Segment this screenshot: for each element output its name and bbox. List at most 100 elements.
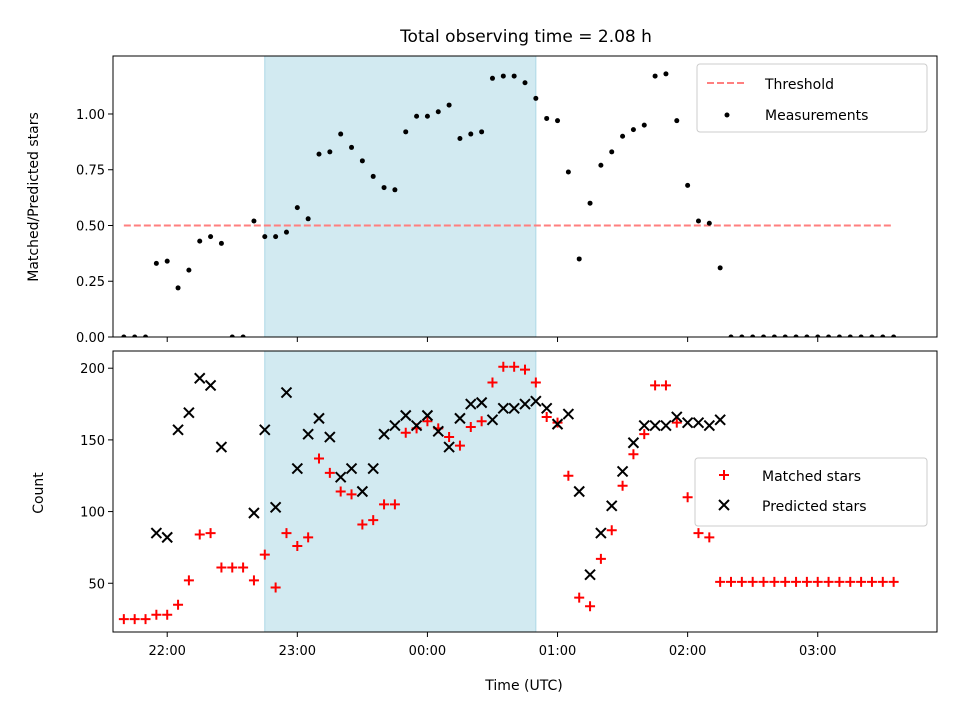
x-tick-label: 03:00 [799, 644, 836, 659]
matched-stars-point [639, 429, 650, 440]
measurement-point [620, 133, 626, 139]
matched-stars-point [747, 576, 758, 587]
y-tick-label: 200 [80, 362, 105, 377]
predicted-stars-point [595, 527, 607, 539]
matched-stars-point [856, 576, 867, 587]
measurement-point [728, 334, 734, 337]
matched-stars-point [595, 553, 606, 564]
measurement-point [446, 102, 452, 108]
predicted-stars-point [259, 424, 271, 436]
measurement-point [489, 75, 495, 81]
predicted-stars-point [183, 406, 195, 419]
measurement-point [630, 127, 636, 133]
matched-stars-point [791, 576, 802, 587]
matched-stars-point [422, 416, 433, 427]
measurement-point [283, 229, 289, 235]
measurement-point [175, 285, 181, 291]
measurement-point [717, 265, 723, 271]
bottom-panel: 50 100 150 200 22:00 23:00 00:00 01:00 02:00 03:0… [80, 350, 938, 659]
measurement-point [349, 144, 355, 150]
measurement-point [587, 200, 593, 206]
measurement-point [370, 173, 376, 179]
legend-threshold-label: Threshold [764, 77, 834, 93]
x-tick-label: 02:00 [669, 644, 706, 659]
matched-stars-point [238, 562, 249, 573]
predicted-stars-point [540, 402, 553, 415]
measurement-point [793, 334, 799, 337]
predicted-stars-point [248, 507, 260, 519]
matched-stars-point [628, 449, 639, 460]
measurement-point [229, 334, 235, 337]
legend-matched-label: Matched stars [762, 469, 861, 485]
y-tick-label: 150 [80, 434, 105, 449]
matched-stars-point [509, 361, 520, 372]
y-tick-label: 0.50 [76, 219, 105, 234]
legend-measurements-swatch [724, 112, 730, 118]
matched-stars-point [118, 614, 129, 625]
y-tick-label: 0.75 [76, 164, 105, 179]
matched-stars-point [866, 576, 877, 587]
predicted-stars-point [378, 428, 390, 440]
matched-stars-point [379, 499, 390, 510]
predicted-stars-point [400, 409, 412, 422]
measurement-point [815, 334, 821, 337]
measurement-point [706, 220, 712, 226]
plot-area [118, 361, 899, 625]
predicted-stars-point [204, 379, 217, 392]
matched-stars-point [563, 470, 574, 481]
measurement-point [479, 129, 485, 135]
predicted-stars-point [432, 425, 444, 437]
measurement-point [132, 334, 138, 337]
measurement-point [847, 334, 853, 337]
predicted-stars-point [714, 414, 726, 426]
measurement-point [533, 95, 539, 101]
predicted-stars-point [703, 419, 716, 432]
measurement-point [804, 334, 810, 337]
matched-stars-point [248, 575, 259, 586]
bottom-legend: Matched stars Predicted stars [694, 457, 928, 527]
measurement-point [403, 129, 409, 135]
matched-stars-point [671, 417, 682, 428]
predicted-stars-point [161, 531, 173, 544]
measurement-point [305, 216, 311, 222]
predicted-stars-point [465, 398, 477, 410]
measurement-point [251, 218, 257, 224]
matched-stars-point [270, 582, 281, 593]
measurement-point [598, 162, 604, 168]
predicted-stars-point [508, 402, 520, 415]
y-tick-label: 50 [88, 577, 105, 592]
measurement-point [381, 185, 387, 191]
measurement-point [262, 234, 268, 240]
predicted-stars-point [551, 418, 564, 430]
predicted-stars-point [627, 437, 640, 449]
measurement-point [338, 131, 344, 137]
measurement-point [522, 80, 528, 86]
matched-stars-point [324, 467, 335, 478]
matched-stars-point [650, 380, 661, 391]
measurement-point [511, 73, 517, 79]
predicted-stars-point [269, 501, 282, 513]
measurement-point [836, 334, 842, 337]
x-tick-label: 01:00 [539, 644, 576, 659]
predicted-stars-point [150, 527, 163, 539]
plot-area [121, 71, 897, 337]
predicted-stars-point [454, 412, 466, 425]
matched-stars-point [834, 576, 845, 587]
matched-stars-point [357, 519, 368, 530]
matched-stars-point [574, 592, 585, 603]
matched-stars-point [368, 515, 379, 526]
matched-stars-point [454, 440, 465, 451]
matched-stars-point [769, 576, 780, 587]
legend-predicted-swatch [718, 499, 730, 511]
predicted-stars-point [367, 462, 379, 475]
matched-stars-point [465, 421, 476, 432]
predicted-stars-point [389, 419, 401, 432]
predicted-stars-point [638, 419, 650, 432]
predicted-stars-point [194, 372, 206, 384]
measurement-point [685, 182, 691, 188]
predicted-stars-point [660, 419, 672, 432]
matched-stars-point [812, 576, 823, 587]
predicted-stars-point [302, 428, 314, 440]
matched-stars-point [660, 380, 671, 391]
